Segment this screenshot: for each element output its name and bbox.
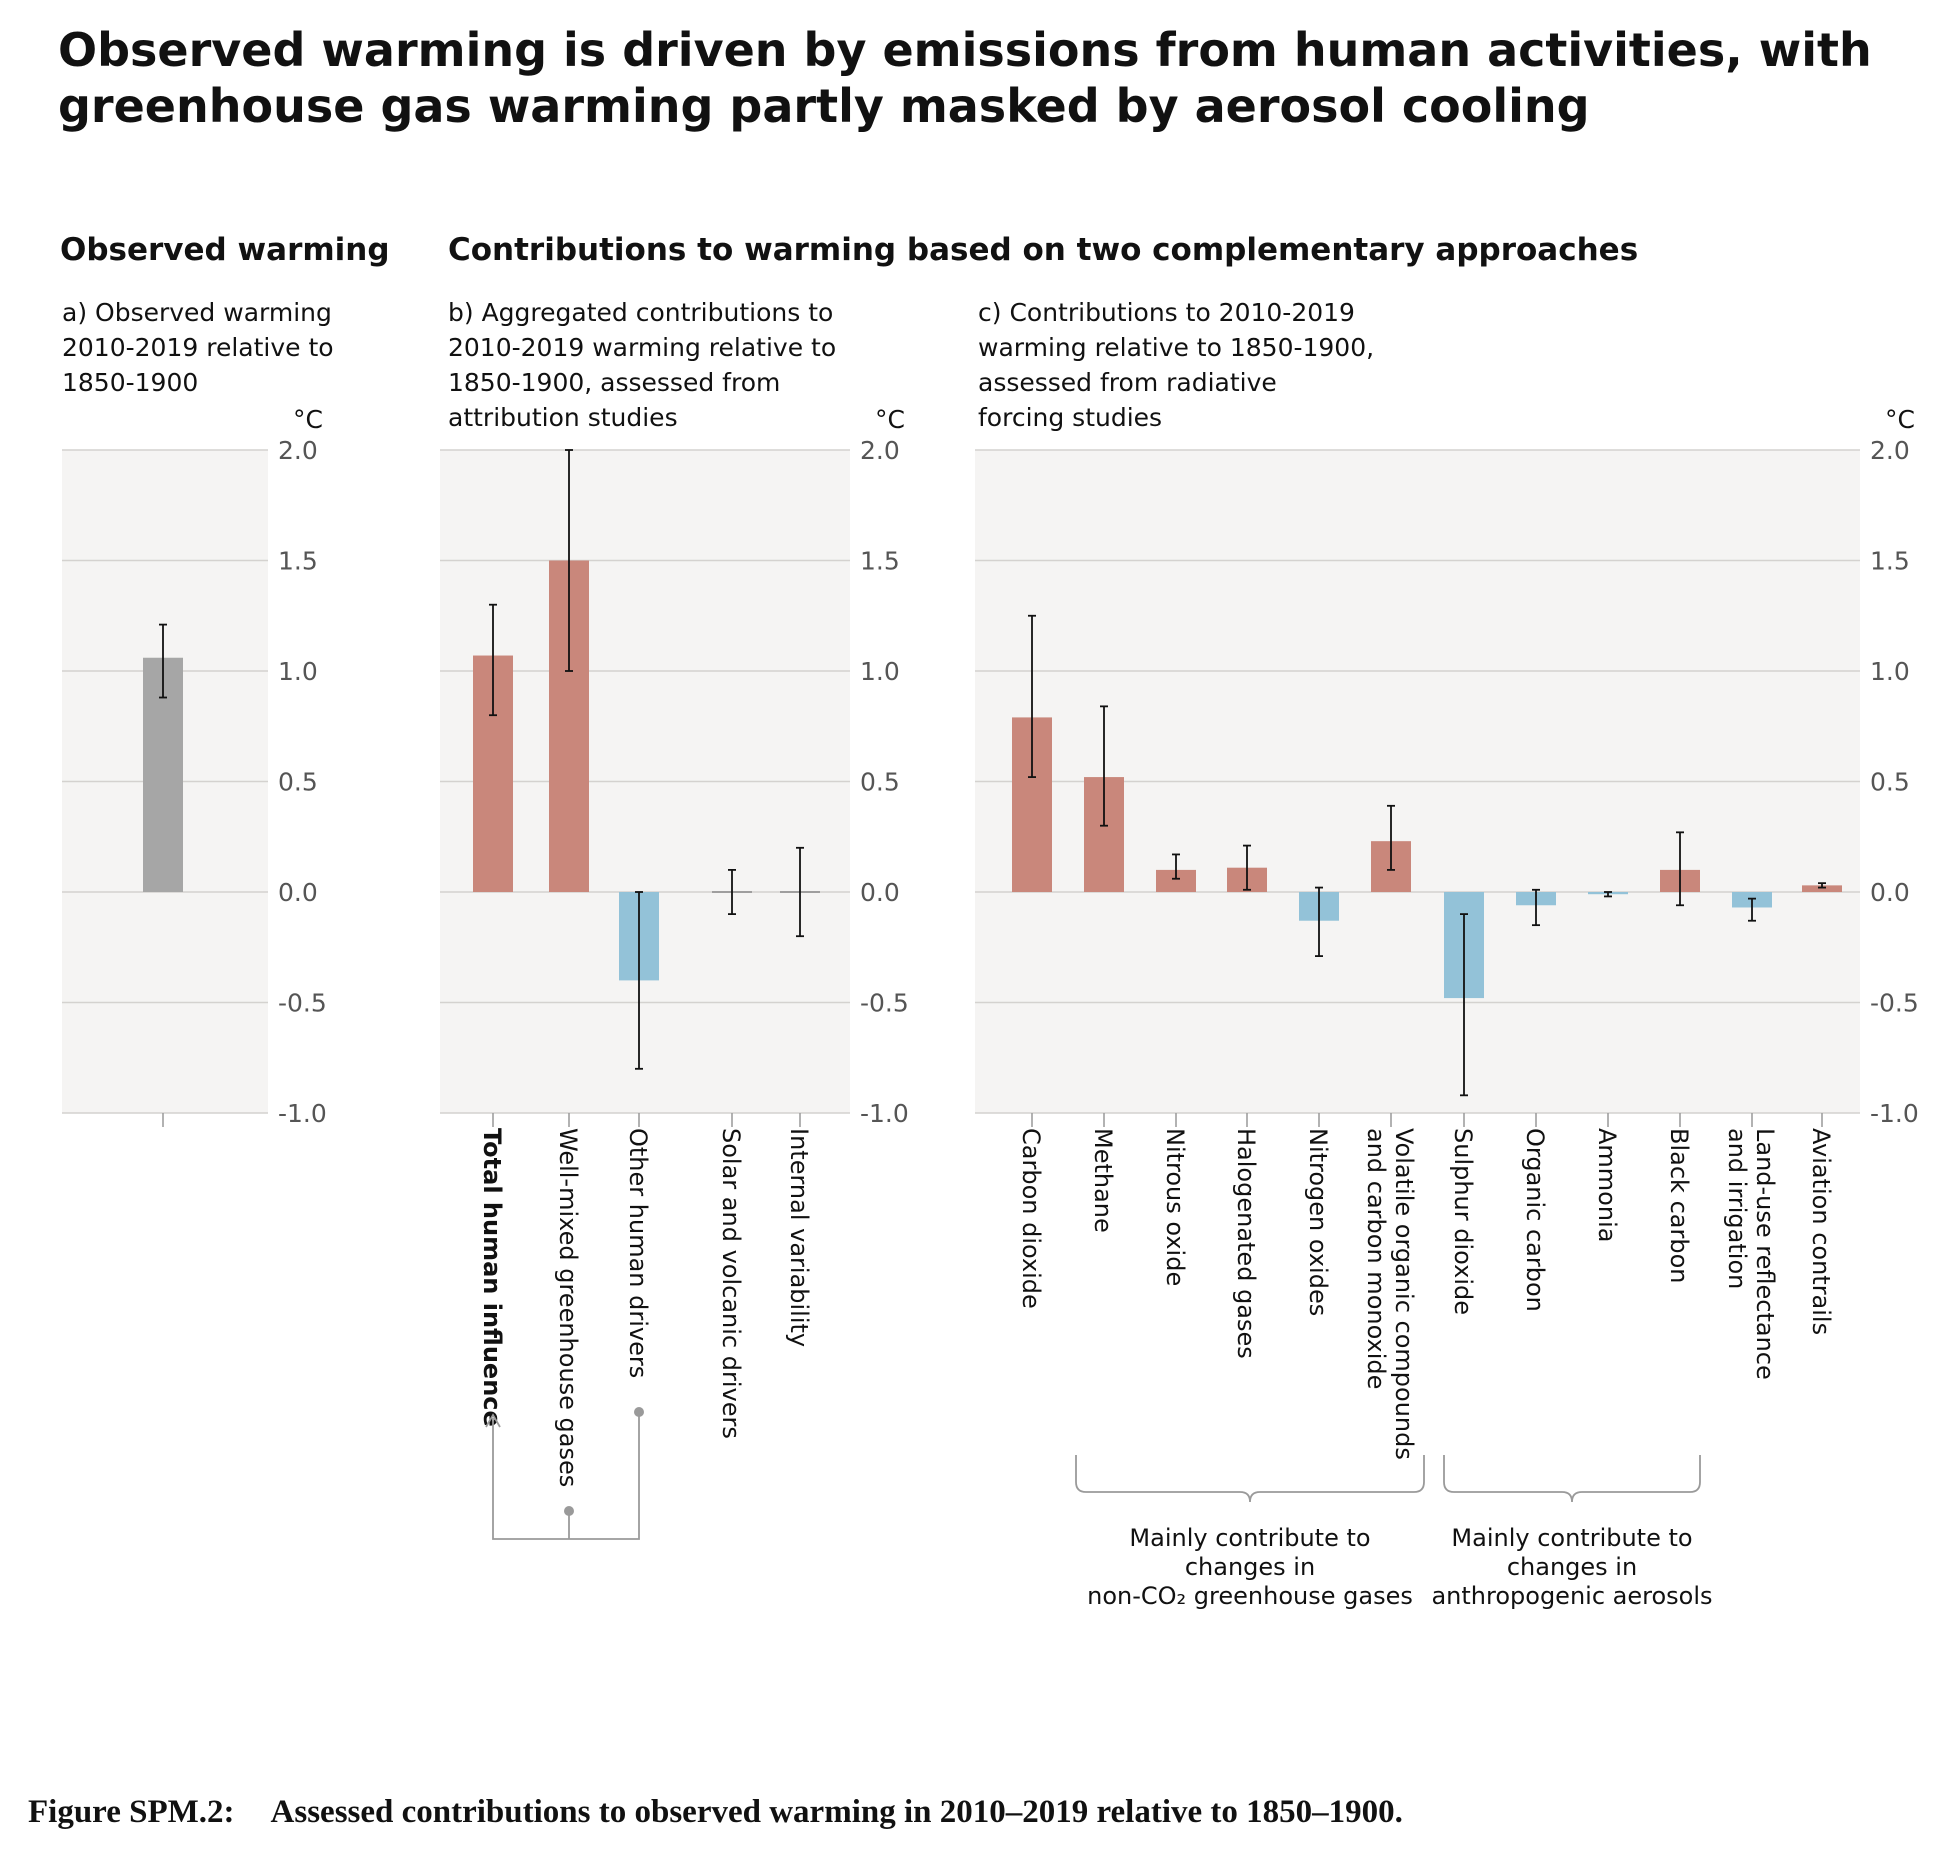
y-tick-label: 2.0 [278,436,318,465]
panel-c-subtitle-line: c) Contributions to 2010-2019 [978,298,1355,327]
x-category-label: Carbon dioxide [1017,1128,1045,1309]
y-tick-label: 1.0 [860,657,900,686]
x-category-label: Aviation contrails [1807,1128,1835,1335]
x-category-label: Sulphur dioxide [1449,1128,1477,1315]
y-tick-label: -0.5 [860,989,909,1018]
x-category-label: and carbon monoxide [1362,1128,1390,1389]
panel-b-subtitle: b) Aggregated contributions to 2010-2019… [448,295,836,435]
panel-a-subtitle-line: a) Observed warming [62,298,332,327]
x-category-label: Other human drivers [624,1128,652,1378]
contributions-header: Contributions to warming based on two co… [448,232,1639,268]
observed-warming-header: Observed warming [60,232,390,268]
y-tick-label: -1.0 [1870,1099,1919,1128]
x-category-label: Total human influence [478,1128,506,1427]
y-tick-label: -0.5 [1870,989,1919,1018]
title-line-2: greenhouse gas warming partly masked by … [58,79,1590,133]
caption-label: Figure SPM.2: [28,1794,235,1830]
panel-c-subtitle-line: warming relative to 1850-1900, [978,333,1375,362]
connector-line [492,1416,640,1540]
x-category-label: Internal variability [785,1128,813,1347]
aerosol-group-label: Mainly contribute to [1451,1524,1692,1552]
y-tick-label: 1.5 [1870,547,1910,576]
y-tick-label: 0.0 [1870,878,1910,907]
y-tick-label: -1.0 [278,1099,327,1128]
connector-dot [634,1407,644,1417]
panel-b-subtitle-line: attribution studies [448,403,678,432]
panel-b-subtitle-line: b) Aggregated contributions to [448,298,834,327]
x-category-label: Organic carbon [1521,1128,1549,1312]
panel-a-subtitle: a) Observed warming 2010-2019 relative t… [62,295,334,400]
panel-c-subtitle-line: assessed from radiative [978,368,1277,397]
nonco2-group-label: Mainly contribute to [1129,1524,1370,1552]
x-category-label: Methane [1089,1128,1117,1233]
x-category-label: Nitrogen oxides [1304,1128,1332,1316]
y-tick-label: 2.0 [1870,436,1910,465]
y-tick-label: 0.5 [1870,768,1910,797]
aerosol-group-brace [1443,1455,1701,1503]
panel-c-subtitle-line: forcing studies [978,403,1163,432]
connector-dot [564,1506,574,1516]
panel-a-subtitle-line: 1850-1900 [62,368,199,397]
y-tick-label: 0.5 [860,768,900,797]
x-category-label: Ammonia [1593,1128,1621,1242]
aerosol-group-label: anthropogenic aerosols [1431,1582,1712,1610]
page-title: Observed warming is driven by emissions … [58,22,1898,134]
panel-c-subtitle: c) Contributions to 2010-2019 warming re… [978,295,1374,435]
bar [1156,869,1196,892]
nonco2-group-label: changes in [1185,1553,1315,1581]
y-tick-label: 0.5 [278,768,318,797]
connector-arrow-head [485,1413,501,1428]
y-tick-label: 0.0 [278,878,318,907]
x-category-label: Nitrous oxide [1161,1128,1189,1286]
panel-b-subtitle-line: 2010-2019 warming relative to [448,333,837,362]
panel-b-subtitle-line: 1850-1900, assessed from [448,368,781,397]
y-axis-unit: °C [1885,405,1915,434]
nonco2-group-brace [1075,1455,1425,1503]
y-axis-unit: °C [293,405,323,434]
x-category-label: Volatile organic compounds [1390,1128,1418,1460]
y-tick-label: 2.0 [860,436,900,465]
y-tick-label: 0.0 [860,878,900,907]
x-category-label: Halogenated gases [1232,1128,1260,1359]
x-category-label: Well-mixed greenhouse gases [554,1128,582,1487]
y-tick-label: 1.0 [278,657,318,686]
aerosol-group-label: changes in [1507,1553,1637,1581]
y-tick-label: -0.5 [278,989,327,1018]
caption-text: Assessed contributions to observed warmi… [270,1794,1403,1830]
nonco2-group-label: non-CO₂ greenhouse gases [1087,1582,1413,1610]
figure-caption: Figure SPM.2: Assessed contributions to o… [28,1794,1403,1831]
title-line-1: Observed warming is driven by emissions … [58,23,1872,77]
y-axis-unit: °C [875,405,905,434]
panel-a-subtitle-line: 2010-2019 relative to [62,333,334,362]
x-category-label: Solar and volcanic drivers [717,1128,745,1439]
y-tick-label: 1.0 [1870,657,1910,686]
y-tick-label: -1.0 [860,1099,909,1128]
x-category-label: Black carbon [1665,1128,1693,1283]
bar [1802,885,1842,892]
x-category-label: and irrigation [1723,1128,1751,1289]
x-category-label: Land-use reflectance [1751,1128,1779,1380]
y-tick-label: 1.5 [278,547,318,576]
y-tick-label: 1.5 [860,547,900,576]
